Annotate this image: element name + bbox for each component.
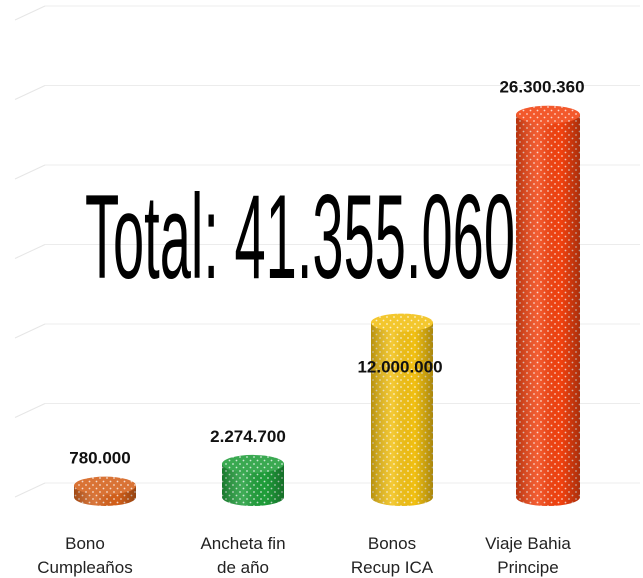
bar-top-texture <box>222 454 284 473</box>
gridline-depth <box>14 482 46 498</box>
bar-top-texture <box>371 313 433 332</box>
category-label: de año <box>217 558 269 577</box>
gridline-depth <box>14 244 46 259</box>
category-label: Cumpleaños <box>37 558 132 577</box>
category-label: Viaje Bahia <box>485 534 571 553</box>
category-label: Bonos <box>368 534 416 553</box>
gridline-depth <box>14 164 46 180</box>
bar-top-texture <box>516 105 580 124</box>
bar-shading <box>371 322 433 506</box>
gridline-depth <box>14 323 46 339</box>
bar-top-highlight <box>516 105 580 124</box>
bar-shading <box>222 463 284 506</box>
category-label: Ancheta fin <box>200 534 285 553</box>
gridline-depth <box>14 403 46 418</box>
bar <box>371 313 433 506</box>
category-label: Bono <box>65 534 105 553</box>
category-label: Principe <box>497 558 558 577</box>
bar-top-highlight <box>371 313 433 332</box>
gridline-depth <box>14 85 46 100</box>
labels-layer: 780.000 Bono Cumpleaños 2.274.700 Ancheta fi… <box>37 78 584 577</box>
data-label: 26.300.360 <box>499 78 584 97</box>
category-label: Recup ICA <box>351 558 434 577</box>
total-annotation: Total: 41.355.060 <box>85 171 515 305</box>
data-label: 780.000 <box>69 449 130 468</box>
data-label: 12.000.000 <box>357 358 442 377</box>
bar <box>74 476 136 506</box>
gridline-depth <box>14 5 46 21</box>
data-label: 2.274.700 <box>210 427 286 446</box>
bar-top-texture <box>74 476 136 495</box>
bar-top-highlight <box>74 476 136 495</box>
bars-layer <box>74 105 580 507</box>
bar <box>516 105 580 507</box>
bar-top-highlight <box>222 454 284 473</box>
bar <box>222 454 284 506</box>
bar-shading <box>516 114 580 507</box>
